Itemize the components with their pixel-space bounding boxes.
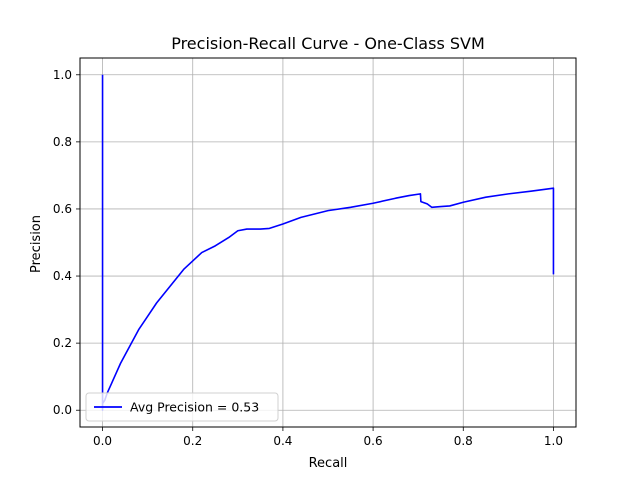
x-axis-label: Recall [309,456,348,471]
y-tick-label: 1.0 [53,68,72,82]
y-tick-label: 0.0 [53,403,72,417]
grid-lines [80,58,576,427]
x-tick-label: 0.2 [183,434,202,448]
chart-title: Precision-Recall Curve - One-Class SVM [171,34,485,53]
legend-label: Avg Precision = 0.53 [130,400,259,415]
x-tick-label: 0.0 [93,434,112,448]
x-tick-label: 0.8 [454,434,473,448]
axes-spine [79,57,577,428]
x-tick-label: 1.0 [544,434,563,448]
x-tick-label: 0.6 [364,434,383,448]
y-tick-label: 0.6 [53,202,72,216]
y-tick-label: 0.4 [53,269,72,283]
y-axis-label: Precision [29,215,44,273]
legend: Avg Precision = 0.53 [85,392,279,422]
y-tick-label: 0.8 [53,135,72,149]
legend-box [85,392,279,422]
axes-frame [79,57,577,428]
x-tick-label: 0.4 [273,434,292,448]
y-tick-label: 0.2 [53,336,72,350]
tick-labels: 0.0 0.2 0.4 0.6 0.8 1.0 0.0 0.2 0.4 0.6 0.8 1.0 [53,68,563,448]
series-layer [101,74,555,412]
series-line-0 [101,74,555,412]
